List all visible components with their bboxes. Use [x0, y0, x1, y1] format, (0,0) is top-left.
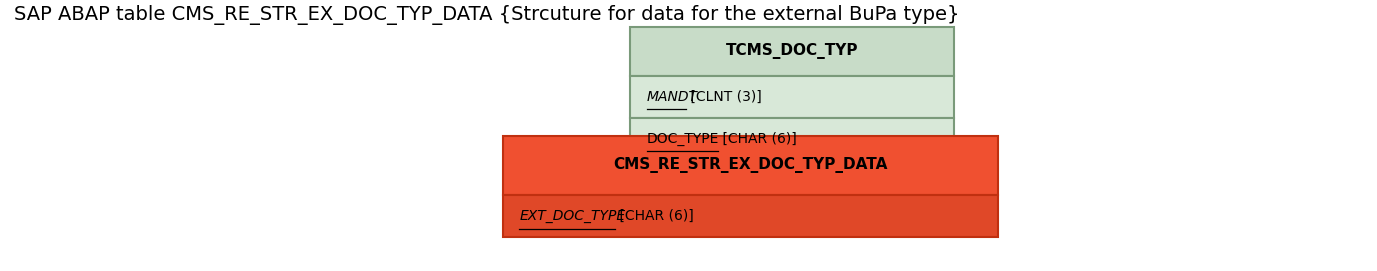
FancyBboxPatch shape [503, 136, 998, 195]
FancyBboxPatch shape [629, 27, 953, 76]
Text: CMS_RE_STR_EX_DOC_TYP_DATA: CMS_RE_STR_EX_DOC_TYP_DATA [613, 157, 888, 173]
Text: MANDT: MANDT [647, 90, 698, 104]
FancyBboxPatch shape [503, 195, 998, 237]
Text: DOC_TYPE: DOC_TYPE [647, 132, 719, 146]
Text: SAP ABAP table CMS_RE_STR_EX_DOC_TYP_DATA {Strcuture for data for the external B: SAP ABAP table CMS_RE_STR_EX_DOC_TYP_DAT… [14, 5, 960, 25]
Text: TCMS_DOC_TYP: TCMS_DOC_TYP [726, 43, 858, 60]
Text: EXT_DOC_TYPE: EXT_DOC_TYPE [519, 209, 625, 223]
FancyBboxPatch shape [629, 76, 953, 118]
Text: [CHAR (6)]: [CHAR (6)] [719, 132, 797, 146]
Text: [CLNT (3)]: [CLNT (3)] [686, 90, 763, 104]
FancyBboxPatch shape [629, 118, 953, 160]
Text: [CHAR (6)]: [CHAR (6)] [616, 209, 694, 223]
